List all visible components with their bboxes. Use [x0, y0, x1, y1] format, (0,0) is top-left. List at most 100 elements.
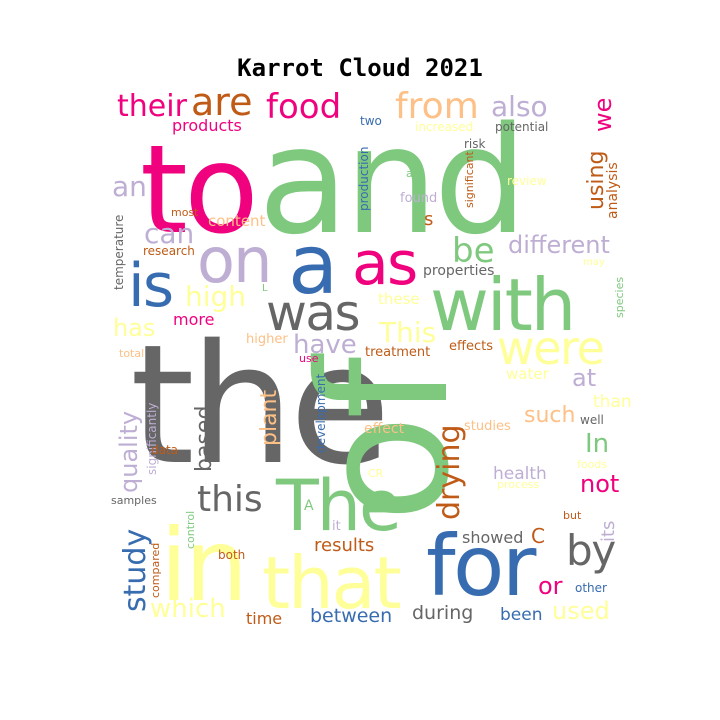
- cloud-word-increased: increased: [415, 120, 473, 134]
- cloud-word-species: species: [613, 277, 626, 318]
- cloud-word-as: as: [352, 229, 416, 299]
- cloud-word-all: all: [406, 167, 419, 180]
- cloud-word-with: with: [430, 263, 574, 347]
- cloud-word-the: the: [130, 309, 386, 501]
- cloud-word-products: products: [172, 116, 242, 135]
- cloud-word-water: water: [506, 365, 550, 383]
- cloud-word-have: have: [293, 330, 357, 360]
- cloud-word-treatment: treatment: [365, 345, 430, 360]
- cloud-word-drying: drying: [432, 424, 467, 520]
- cloud-word-which: which: [150, 594, 226, 624]
- cloud-word-but: but: [563, 509, 582, 522]
- cloud-word-also: also: [491, 90, 548, 123]
- cloud-word-effects: effects: [449, 339, 493, 354]
- cloud-word-effect: effect: [364, 421, 405, 437]
- cloud-word-use: use: [299, 352, 319, 365]
- cloud-word-found: found: [400, 191, 437, 206]
- cloud-word-an: an: [112, 170, 147, 203]
- cloud-word-health: health: [493, 464, 547, 484]
- cloud-word-for: for: [426, 517, 537, 615]
- cloud-word-other: other: [575, 581, 607, 595]
- cloud-word-from: from: [395, 86, 479, 127]
- cloud-word-or: or: [538, 572, 563, 600]
- cloud-word-cr: CR: [368, 467, 384, 480]
- cloud-word-in: In: [585, 429, 609, 459]
- cloud-word-be: be: [452, 231, 495, 271]
- cloud-word-quality: quality: [115, 411, 143, 493]
- cloud-word-compared: compared: [149, 543, 162, 598]
- cloud-word-well: well: [580, 413, 604, 427]
- cloud-word-using: using: [584, 151, 609, 210]
- cloud-word-are: are: [191, 80, 252, 124]
- cloud-word-study: study: [118, 529, 153, 612]
- cloud-word-based: based: [192, 406, 217, 472]
- cloud-word-has: has: [113, 314, 155, 342]
- cloud-word-we: we: [589, 98, 617, 132]
- cloud-word-most: most: [171, 206, 199, 219]
- cloud-word-it: it: [332, 519, 341, 534]
- cloud-word-foods: foods: [577, 458, 607, 471]
- cloud-word-not: not: [580, 470, 619, 498]
- cloud-word-at: at: [572, 364, 596, 392]
- cloud-word-total: total: [119, 347, 144, 360]
- cloud-word-a: A: [304, 498, 314, 514]
- cloud-word-process: process: [497, 478, 540, 491]
- cloud-word-showed: showed: [462, 528, 523, 547]
- cloud-word-is: is: [128, 251, 172, 321]
- cloud-word-significant: significant: [463, 151, 476, 208]
- cloud-word-may: may: [583, 257, 605, 268]
- cloud-word-properties: properties: [423, 263, 494, 279]
- cloud-word-temperature: temperature: [112, 215, 126, 290]
- cloud-word-l: L: [262, 283, 268, 294]
- cloud-word-their: their: [117, 89, 188, 124]
- cloud-word-used: used: [552, 597, 610, 625]
- cloud-word-on: on: [197, 224, 271, 297]
- cloud-word-results: results: [314, 535, 374, 556]
- cloud-word-different: different: [508, 231, 610, 259]
- cloud-word-this: This: [378, 316, 436, 349]
- cloud-word-development: development: [314, 374, 328, 453]
- cloud-word-such: such: [524, 403, 575, 428]
- cloud-word-significantly: significantly: [145, 403, 159, 475]
- cloud-word-high: high: [185, 280, 246, 313]
- cloud-word-of: of: [281, 352, 488, 523]
- cloud-word-more: more: [173, 310, 214, 329]
- cloud-word-plant: plant: [257, 389, 282, 446]
- cloud-word-in: in: [160, 507, 245, 624]
- cloud-word-time: time: [246, 609, 282, 628]
- cloud-word-the: The: [275, 465, 400, 547]
- cloud-word-two: two: [360, 114, 382, 128]
- cloud-word-s: s: [424, 209, 433, 230]
- cloud-word-risk: risk: [464, 137, 486, 151]
- cloud-word-analysis: analysis: [605, 162, 621, 219]
- cloud-word-both: both: [218, 548, 245, 562]
- cloud-word-and: and: [258, 95, 523, 267]
- cloud-word-production: production: [357, 147, 371, 211]
- cloud-word-a: a: [288, 218, 336, 313]
- cloud-word-that: that: [262, 541, 401, 625]
- cloud-word-during: during: [412, 602, 473, 624]
- cloud-word-by: by: [566, 526, 615, 575]
- cloud-word-its: its: [598, 521, 619, 542]
- cloud-word-than: than: [593, 392, 632, 412]
- cloud-word-samples: samples: [111, 494, 157, 507]
- cloud-word-food: food: [266, 87, 341, 127]
- cloud-word-higher: higher: [246, 332, 288, 347]
- cloud-word-these: these: [378, 290, 420, 308]
- cloud-word-studies: studies: [464, 419, 511, 434]
- cloud-word-content: content: [208, 212, 266, 230]
- cloud-word-control: control: [184, 511, 197, 549]
- cloud-word-this: this: [197, 479, 263, 520]
- cloud-word-to: to: [140, 119, 255, 261]
- chart-title: Karrot Cloud 2021: [237, 54, 483, 82]
- cloud-word-between: between: [310, 605, 392, 627]
- cloud-word-research: research: [143, 244, 195, 258]
- cloud-word-review: review: [507, 174, 547, 188]
- cloud-word-c: C: [531, 524, 545, 548]
- cloud-word-were: were: [497, 321, 604, 375]
- cloud-word-been: been: [500, 605, 542, 625]
- cloud-word-can: can: [144, 217, 194, 250]
- cloud-word-potential: potential: [495, 120, 548, 134]
